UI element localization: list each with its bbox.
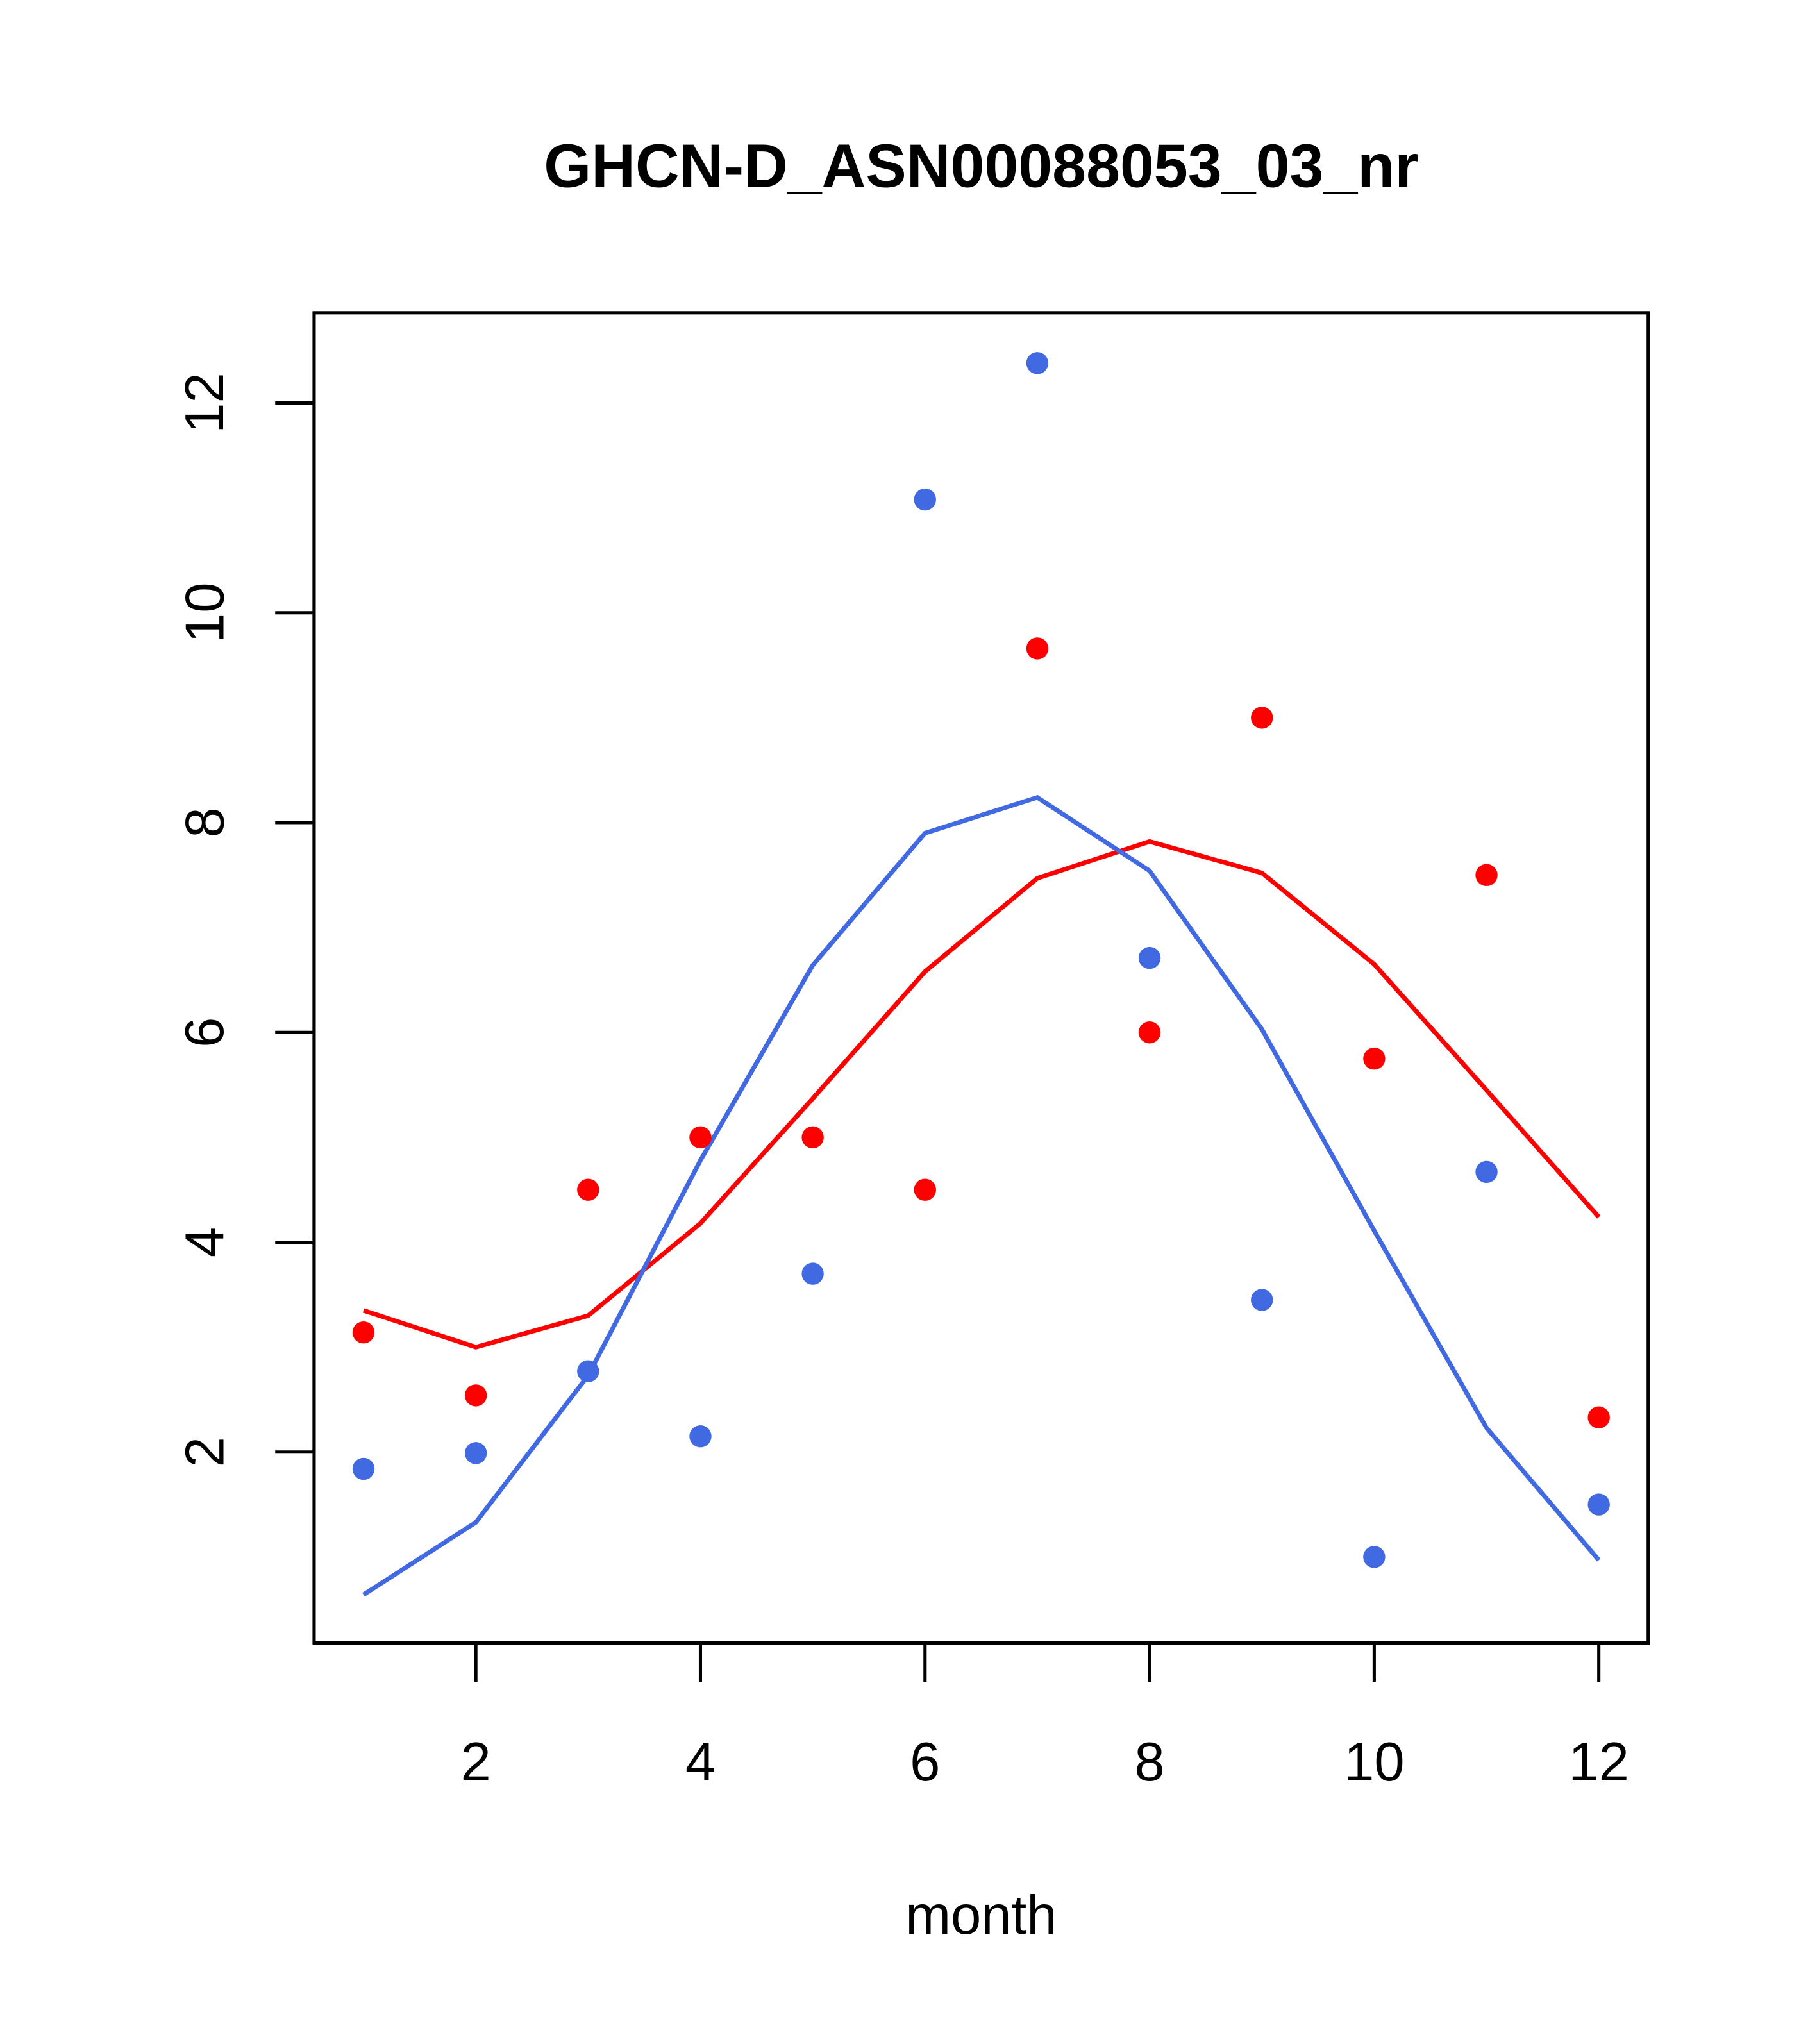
blue-point bbox=[464, 1442, 487, 1464]
x-tick-label: 10 bbox=[1344, 1732, 1405, 1793]
plot-frame bbox=[312, 311, 1650, 1645]
blue-point bbox=[1026, 352, 1049, 374]
y-tick-label: 10 bbox=[174, 583, 235, 644]
y-tick-label: 4 bbox=[174, 1227, 235, 1257]
blue-point bbox=[352, 1457, 375, 1480]
chart-title: GHCN-D_ASN00088053_03_nr bbox=[544, 132, 1418, 200]
red-point bbox=[801, 1126, 824, 1149]
blue-point bbox=[577, 1360, 599, 1382]
x-tick-label: 8 bbox=[1134, 1732, 1164, 1793]
red-point bbox=[1026, 637, 1049, 660]
red-point bbox=[914, 1178, 936, 1201]
x-tick-label: 6 bbox=[910, 1732, 940, 1793]
red-point bbox=[577, 1178, 599, 1201]
blue-point bbox=[1475, 1160, 1498, 1184]
y-tick-label: 12 bbox=[174, 373, 235, 433]
blue-point bbox=[689, 1425, 712, 1448]
blue-point bbox=[1587, 1493, 1610, 1516]
y-tick-label: 6 bbox=[174, 1018, 235, 1048]
blue-point bbox=[914, 488, 936, 511]
red-point bbox=[352, 1321, 375, 1344]
blue-point bbox=[1251, 1289, 1273, 1311]
red-line bbox=[362, 839, 1601, 1350]
blue-point bbox=[1363, 1546, 1386, 1568]
blue-point bbox=[801, 1262, 824, 1285]
y-tick-label: 2 bbox=[174, 1437, 235, 1467]
x-tick-label: 4 bbox=[685, 1732, 716, 1793]
blue-point bbox=[1138, 946, 1161, 969]
blue-line bbox=[362, 794, 1601, 1597]
red-point bbox=[1363, 1047, 1386, 1070]
red-point bbox=[689, 1126, 712, 1149]
red-point bbox=[1587, 1406, 1610, 1428]
x-tick-label: 12 bbox=[1568, 1732, 1629, 1793]
red-point bbox=[464, 1384, 487, 1407]
y-axis: 2 4 6 8 10 12 bbox=[174, 373, 316, 1467]
x-tick-label: 2 bbox=[461, 1732, 491, 1793]
series-layer bbox=[352, 352, 1610, 1597]
x-axis: 2 4 6 8 10 12 bbox=[461, 1641, 1629, 1793]
y-tick-label: 8 bbox=[174, 807, 235, 837]
red-point bbox=[1475, 864, 1498, 887]
red-point bbox=[1138, 1021, 1161, 1044]
x-axis-label: month bbox=[905, 1885, 1057, 1946]
red-point bbox=[1251, 707, 1273, 729]
